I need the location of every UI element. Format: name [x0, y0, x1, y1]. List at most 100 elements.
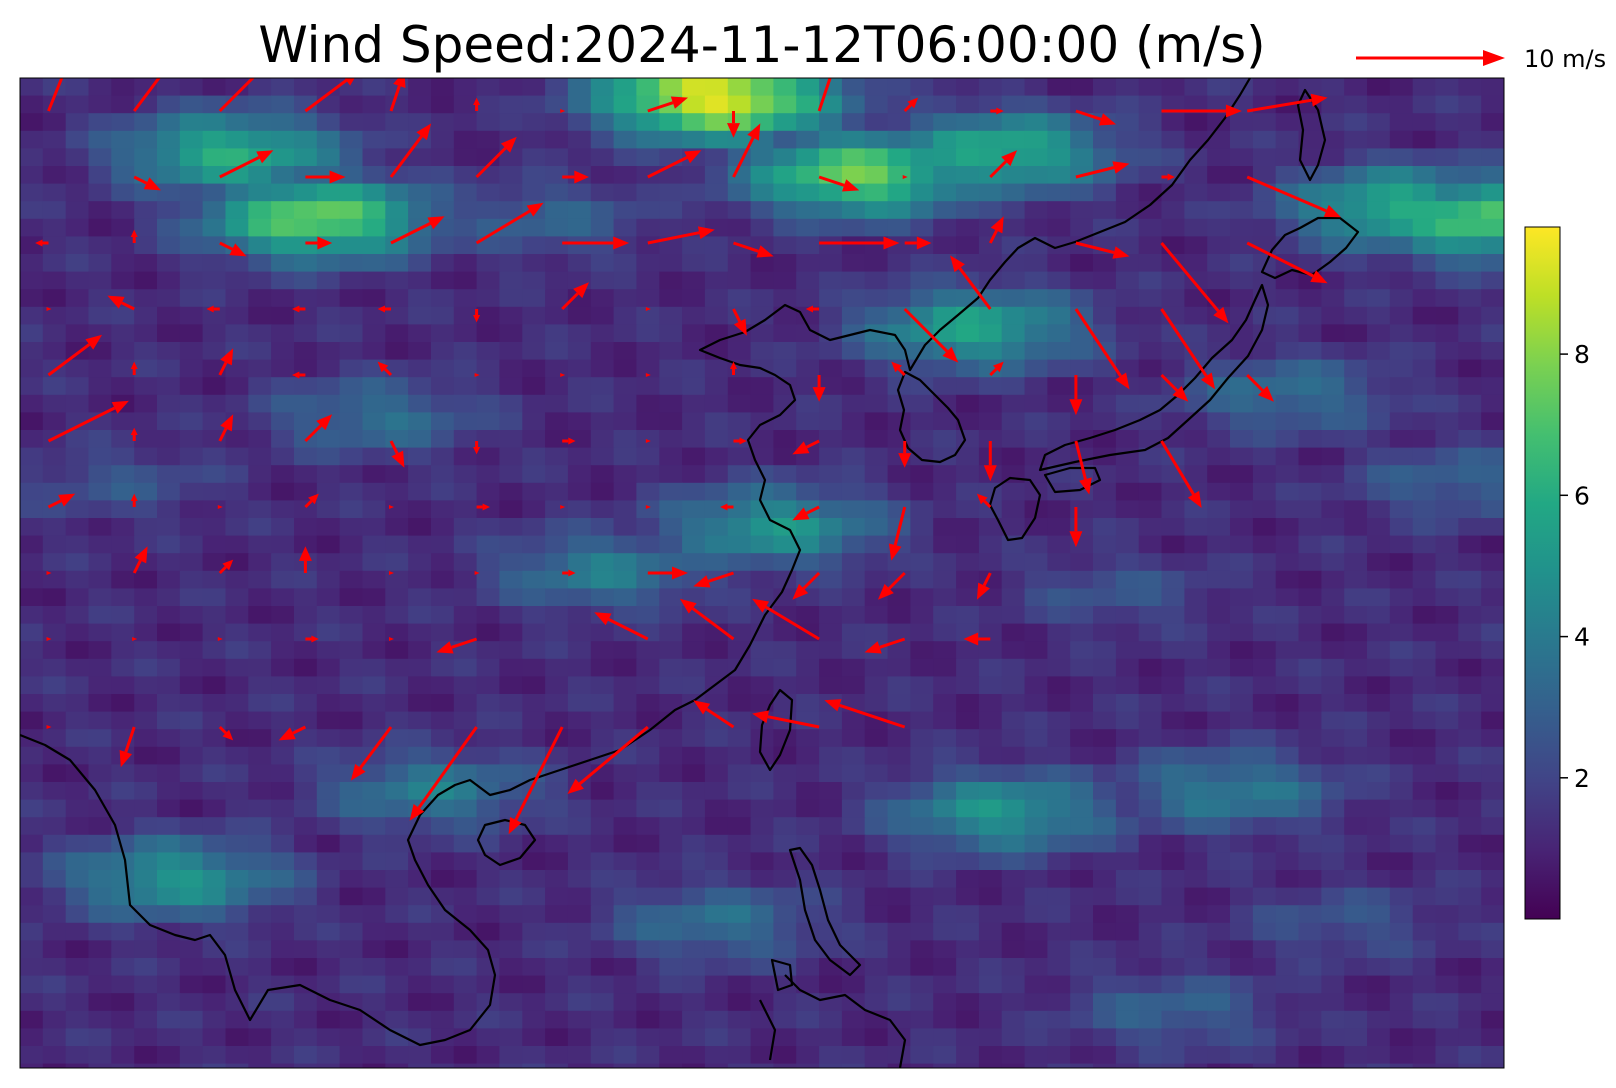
speed-cell — [271, 606, 295, 625]
speed-cell — [408, 465, 432, 484]
speed-cell — [1435, 746, 1460, 766]
speed-cell — [727, 447, 752, 467]
speed-cell — [339, 130, 364, 150]
speed-cell — [1298, 166, 1323, 185]
speed-cell — [704, 922, 729, 942]
speed-cell — [431, 993, 455, 1012]
speed-cell — [1458, 254, 1482, 273]
speed-cell — [978, 746, 1003, 766]
speed-cell — [1138, 887, 1163, 907]
speed-cell — [271, 113, 295, 132]
speed-cell — [887, 641, 912, 660]
wind-arrow — [206, 305, 220, 313]
speed-cell — [1230, 799, 1254, 819]
speed-cell — [887, 940, 912, 959]
speed-cell — [1115, 518, 1140, 537]
speed-cell — [887, 254, 912, 273]
speed-cell — [636, 482, 661, 502]
speed-cell — [476, 870, 501, 889]
speed-cell — [476, 782, 501, 801]
speed-cell — [682, 1028, 706, 1047]
speed-cell — [385, 764, 409, 783]
speed-cell — [88, 870, 113, 889]
speed-cell — [636, 641, 661, 660]
speed-cell — [20, 324, 44, 343]
speed-cell — [1024, 166, 1049, 185]
speed-cell — [636, 535, 661, 555]
speed-cell — [659, 694, 683, 713]
speed-cell — [88, 289, 113, 308]
speed-cell — [682, 412, 706, 431]
speed-cell — [202, 606, 227, 625]
speed-cell — [636, 905, 661, 924]
speed-cell — [567, 606, 592, 625]
speed-cell — [88, 993, 113, 1012]
speed-cell — [202, 958, 227, 977]
speed-cell — [522, 1063, 546, 1068]
speed-cell — [1367, 394, 1391, 414]
speed-cell — [613, 870, 638, 889]
speed-cell — [933, 482, 957, 502]
speed-cell — [727, 535, 752, 555]
speed-cell — [567, 694, 592, 713]
speed-cell — [819, 342, 843, 361]
quiver-key-label: 10 m/s — [1524, 45, 1606, 73]
speed-cell — [1138, 1063, 1163, 1068]
speed-cell — [1184, 711, 1209, 731]
speed-cell — [1389, 342, 1414, 361]
speed-cell — [841, 95, 866, 115]
speed-cell — [1138, 1010, 1163, 1030]
speed-cell — [157, 306, 181, 326]
speed-cell — [1275, 465, 1300, 484]
speed-cell — [65, 306, 90, 326]
speed-cell — [42, 447, 67, 467]
speed-cell — [1138, 377, 1163, 396]
speed-cell — [1298, 500, 1323, 519]
colorbar-tick-label: 8 — [1574, 340, 1590, 369]
speed-cell — [727, 1028, 752, 1047]
speed-cell — [248, 95, 272, 115]
speed-cell — [659, 218, 683, 238]
speed-cell — [887, 799, 912, 819]
speed-cell — [522, 993, 546, 1012]
figure-title: Wind Speed:2024-11-12T06:00:00 (m/s) — [258, 16, 1265, 74]
wind-arrow — [46, 571, 52, 575]
speed-cell — [1252, 482, 1277, 502]
speed-cell — [1138, 95, 1163, 115]
speed-cell — [933, 746, 957, 766]
speed-cell — [1504, 430, 1528, 449]
speed-cell — [1207, 183, 1231, 203]
speed-cell — [841, 782, 866, 801]
speed-cell — [864, 518, 889, 537]
speed-cell — [819, 148, 843, 167]
speed-cell — [545, 359, 569, 379]
speed-cell — [1184, 78, 1209, 97]
speed-cell — [134, 975, 158, 995]
speed-cell — [385, 95, 409, 115]
speed-cell — [864, 1046, 889, 1065]
speed-cell — [659, 1063, 683, 1068]
speed-cell — [1481, 148, 1504, 167]
speed-cell — [1321, 1046, 1346, 1065]
speed-cell — [636, 570, 661, 590]
speed-cell — [567, 183, 592, 203]
speed-cell — [1412, 78, 1437, 97]
speed-cell — [202, 993, 227, 1012]
speed-cell — [1344, 482, 1368, 502]
speed-cell — [773, 606, 798, 625]
speed-cell — [248, 694, 272, 713]
speed-cell — [819, 500, 843, 519]
speed-cell — [1252, 905, 1277, 924]
speed-cell — [202, 377, 227, 396]
speed-cell — [1344, 306, 1368, 326]
speed-cell — [499, 166, 524, 185]
speed-cell — [704, 711, 729, 731]
speed-cell — [567, 852, 592, 871]
speed-cell — [796, 975, 820, 995]
speed-cell — [819, 78, 843, 97]
speed-cell — [431, 130, 455, 150]
speed-cell — [42, 254, 67, 273]
speed-cell — [1367, 782, 1391, 801]
speed-cell — [1138, 236, 1163, 255]
speed-cell — [1184, 553, 1209, 572]
